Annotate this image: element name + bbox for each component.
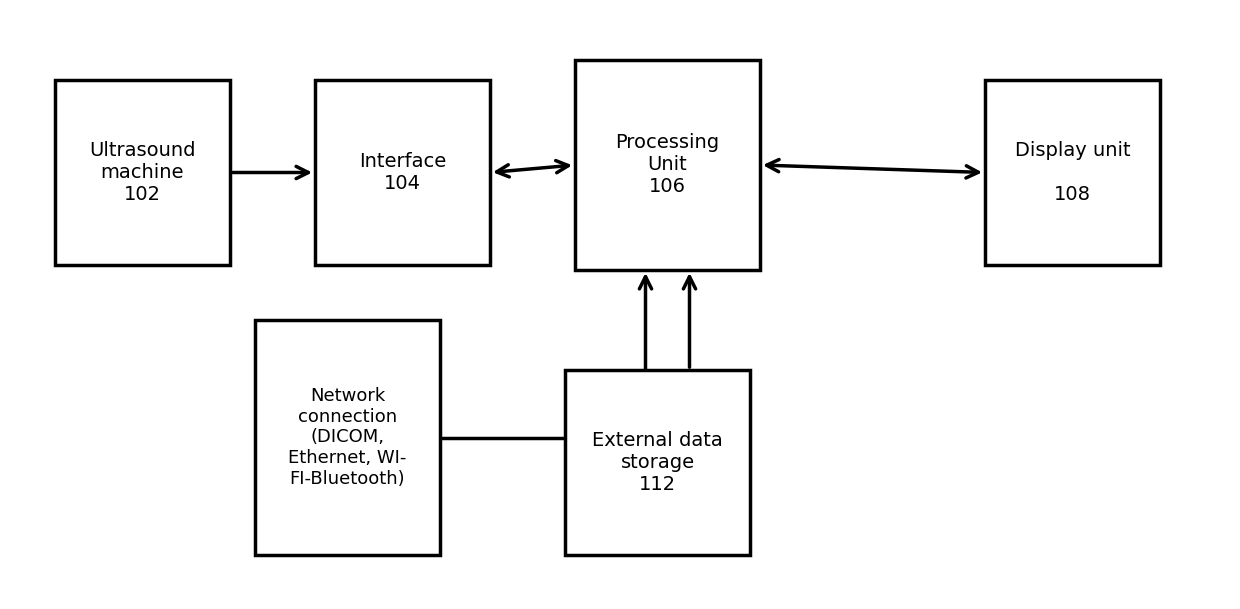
- Text: Processing
Unit
106: Processing Unit 106: [615, 133, 719, 197]
- Text: External data
storage
112: External data storage 112: [593, 431, 723, 494]
- Bar: [565, 370, 750, 555]
- Bar: [575, 60, 760, 270]
- Bar: [55, 80, 229, 265]
- Bar: [255, 320, 440, 555]
- Bar: [985, 80, 1159, 265]
- Text: Ultrasound
machine
102: Ultrasound machine 102: [89, 141, 196, 204]
- Text: Interface
104: Interface 104: [358, 152, 446, 193]
- Text: Network
connection
(DICOM,
Ethernet, WI-
FI-Bluetooth): Network connection (DICOM, Ethernet, WI-…: [289, 387, 407, 488]
- Bar: [315, 80, 490, 265]
- Text: Display unit

108: Display unit 108: [1014, 141, 1131, 204]
